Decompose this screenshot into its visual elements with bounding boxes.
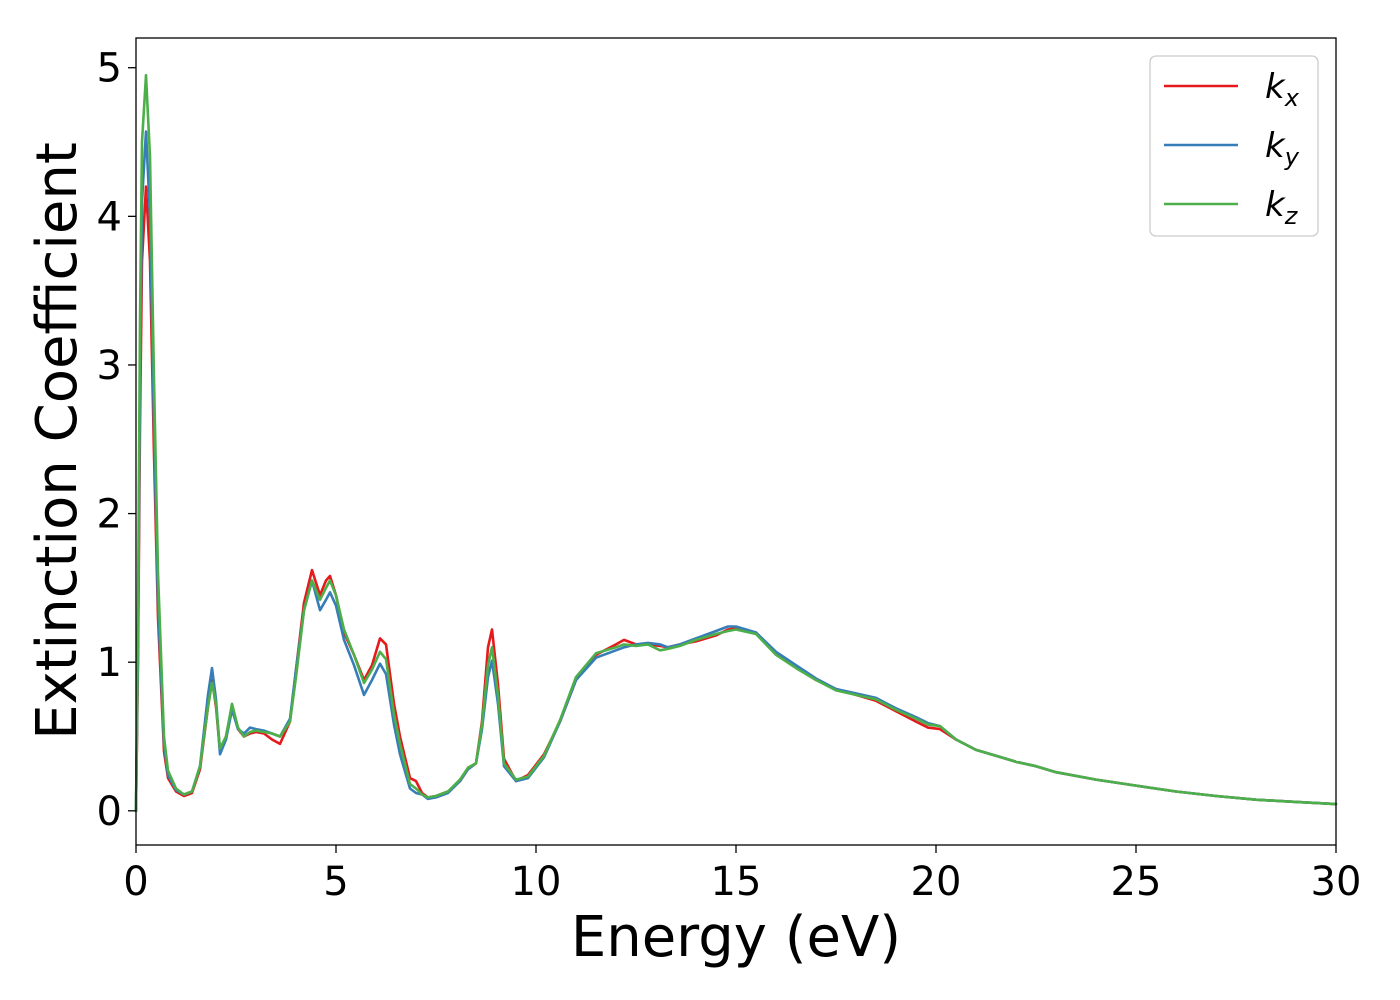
y-tick-label: 5 — [97, 46, 122, 92]
y-tick-label: 2 — [97, 492, 122, 538]
x-tick-label: 0 — [123, 859, 148, 905]
y-axis-title: Extinction Coefficient — [25, 142, 90, 740]
legend-label-x: kx — [1265, 67, 1300, 112]
y-tick-label: 3 — [97, 343, 122, 389]
x-tick-label: 30 — [1311, 859, 1362, 905]
legend: kx ky kz — [1149, 55, 1319, 237]
x-tick-label: 20 — [911, 859, 962, 905]
x-tick-label: 15 — [711, 859, 762, 905]
x-tick-label: 5 — [323, 859, 348, 905]
series-line-x — [134, 185, 1338, 813]
legend-label-z: kz — [1265, 185, 1299, 230]
series-layer — [134, 73, 1338, 813]
x-axis-title: Energy (eV) — [571, 905, 901, 970]
legend-label-y: ky — [1265, 126, 1300, 171]
x-tick-label: 10 — [511, 859, 562, 905]
legend-items: kx ky kz — [1164, 67, 1300, 230]
x-axis-ticks: 0 5 10 15 20 25 30 — [123, 845, 1361, 905]
y-tick-label: 4 — [97, 194, 122, 240]
y-axis-ticks: 0 1 2 3 4 5 — [97, 46, 136, 835]
y-tick-label: 0 — [97, 789, 122, 835]
x-tick-label: 25 — [1111, 859, 1162, 905]
series-line-z — [134, 73, 1338, 813]
y-tick-label: 1 — [97, 640, 122, 686]
